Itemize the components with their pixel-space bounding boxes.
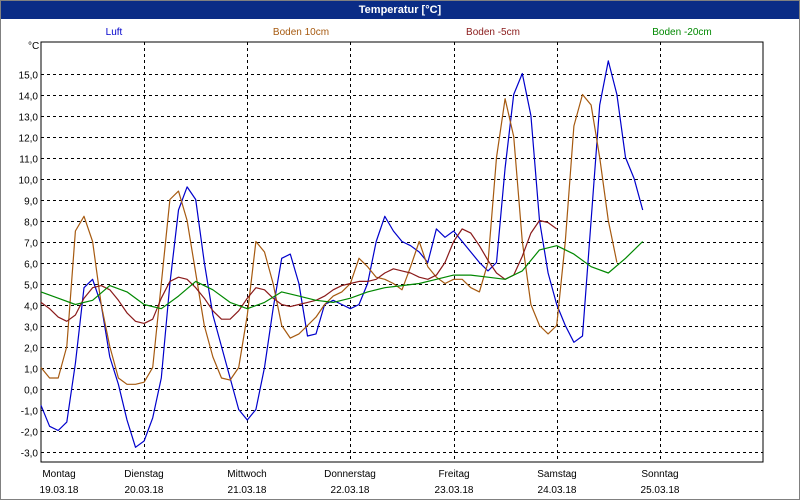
y-tick-label: 8,0 xyxy=(24,218,38,229)
y-tick-label: 11,0 xyxy=(19,155,38,166)
day-label: Montag xyxy=(42,469,75,480)
y-tick-label: -2,0 xyxy=(21,428,39,439)
date-label: 20.03.18 xyxy=(125,485,164,496)
date-label: 19.03.18 xyxy=(40,485,79,496)
y-tick-label: 0,0 xyxy=(24,386,38,397)
y-tick-label: 4,0 xyxy=(24,302,38,313)
y-tick-label: 5,0 xyxy=(24,281,38,292)
day-label: Samstag xyxy=(537,469,576,480)
day-label: Mittwoch xyxy=(227,469,266,480)
y-tick-label: 7,0 xyxy=(24,239,38,250)
date-label: 23.03.18 xyxy=(435,485,474,496)
y-tick-label: 12,0 xyxy=(19,134,39,145)
y-tick-label: 2,0 xyxy=(24,344,38,355)
y-axis-label: °C xyxy=(28,41,39,52)
series-line-boden-10cm xyxy=(40,93,618,385)
series-line-luft xyxy=(40,60,644,448)
plot-frame xyxy=(40,41,764,463)
date-label: 22.03.18 xyxy=(331,485,370,496)
y-tick-label: 6,0 xyxy=(24,260,38,271)
day-label: Dienstag xyxy=(124,469,163,480)
y-tick-label: -1,0 xyxy=(21,407,39,418)
y-tick-label: 14,0 xyxy=(19,92,39,103)
date-label: 24.03.18 xyxy=(538,485,577,496)
date-label: 25.03.18 xyxy=(641,485,680,496)
y-tick-label: 10,0 xyxy=(19,176,39,187)
legend-entry: Boden -5cm xyxy=(466,27,520,38)
chart-title: Temperatur [°C] xyxy=(1,1,799,19)
y-tick-label: -3,0 xyxy=(21,449,39,460)
legend-entry: Luft xyxy=(106,27,123,38)
legend-entry: Boden -20cm xyxy=(652,27,711,38)
date-label: 21.03.18 xyxy=(228,485,267,496)
y-tick-label: 15,0 xyxy=(19,71,39,82)
series-line-boden-20cm xyxy=(40,241,644,310)
day-label: Freitag xyxy=(438,469,469,480)
day-label: Sonntag xyxy=(641,469,678,480)
day-label: Donnerstag xyxy=(324,469,376,480)
series-line-boden-5cm xyxy=(40,219,558,324)
legend-entry: Boden 10cm xyxy=(273,27,329,38)
y-tick-label: 1,0 xyxy=(24,365,38,376)
y-tick-label: 3,0 xyxy=(24,323,38,334)
y-tick-label: 9,0 xyxy=(24,197,38,208)
y-tick-label: 13,0 xyxy=(19,113,39,124)
